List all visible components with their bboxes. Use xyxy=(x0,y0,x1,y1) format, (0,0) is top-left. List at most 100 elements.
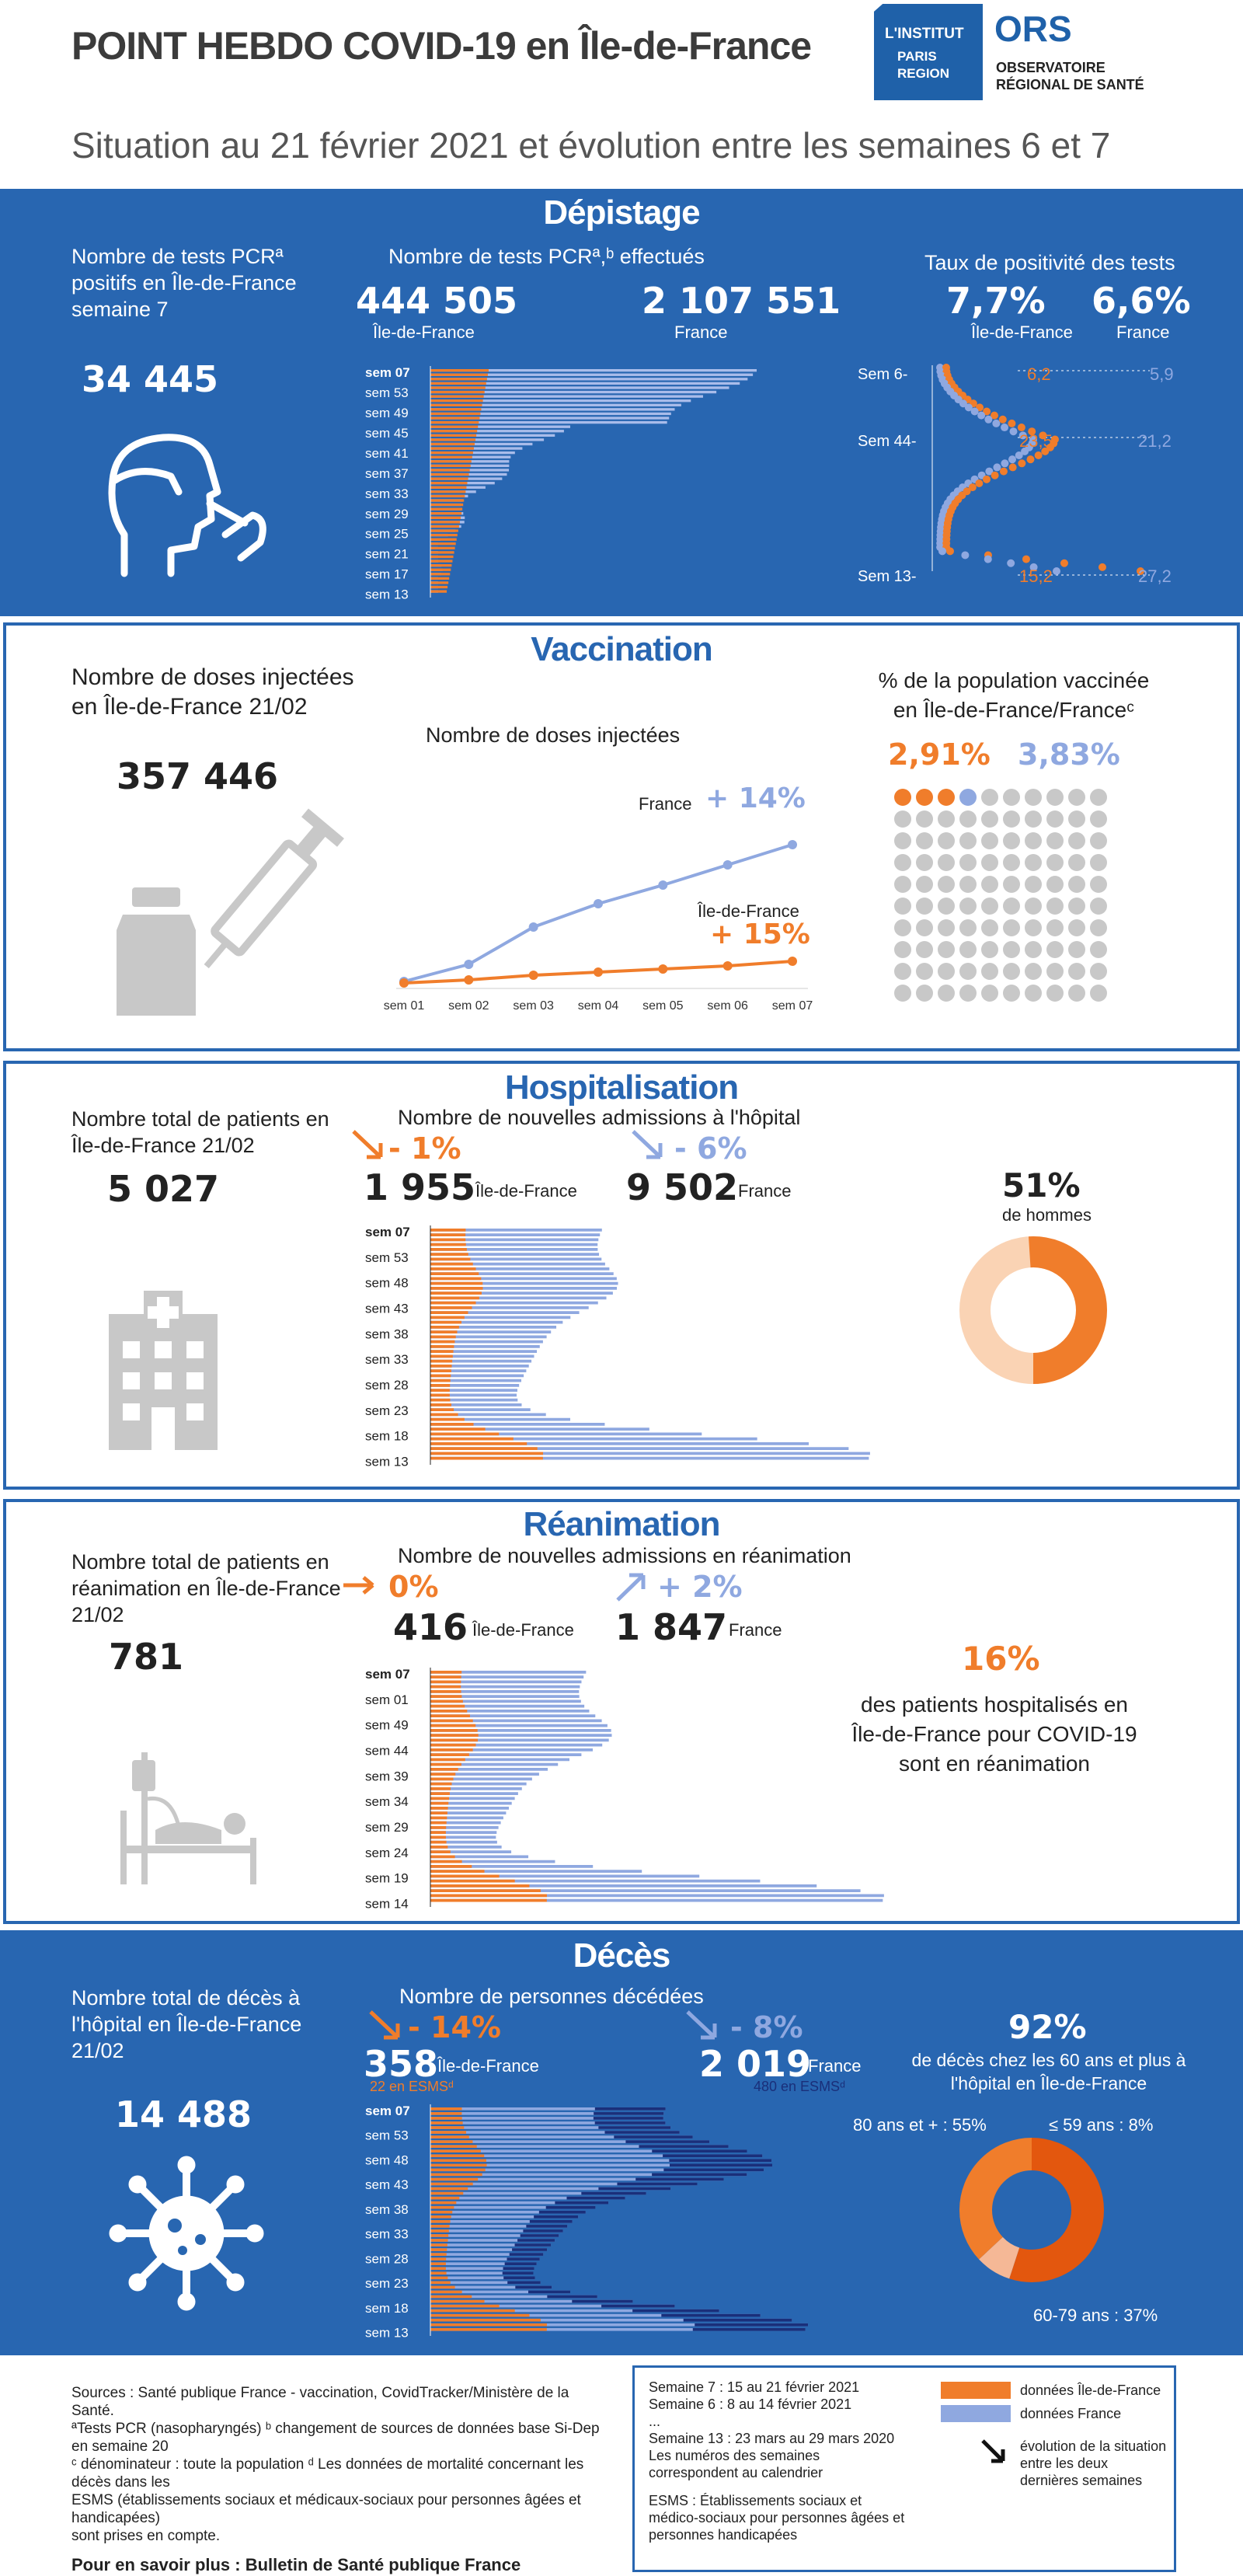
esms-bar xyxy=(547,2295,597,2299)
idf-bar xyxy=(430,1898,547,1902)
france-bar xyxy=(430,2196,625,2200)
idf-bar xyxy=(430,1762,461,1766)
esms-bar xyxy=(652,2173,747,2177)
idf-bar xyxy=(430,1675,461,1678)
esms-bar xyxy=(614,2135,693,2139)
france-bar xyxy=(430,2262,537,2265)
idf-bar xyxy=(430,529,458,532)
idf-point xyxy=(1039,431,1047,440)
week-label: sem 39 xyxy=(365,1769,409,1783)
esms-bar xyxy=(617,2182,698,2186)
population-dot xyxy=(1025,832,1042,849)
esms-bar xyxy=(593,2117,663,2120)
idf-point xyxy=(983,407,991,416)
france-bar xyxy=(430,1272,614,1275)
idf-bar xyxy=(430,2323,547,2327)
vaccinated-idf-pct: 2,91% xyxy=(888,737,991,772)
france-bar xyxy=(430,1345,540,1348)
france-point xyxy=(964,403,973,412)
france-bar xyxy=(430,2281,541,2285)
france-bar xyxy=(430,442,533,446)
pos-row-label: Sem 6- xyxy=(858,366,908,383)
syringe-vial-icon xyxy=(117,808,344,1016)
population-dot xyxy=(894,876,911,893)
idf-bar xyxy=(430,2309,515,2313)
idf-point xyxy=(1034,451,1043,460)
population-dot xyxy=(981,898,998,915)
idf-bar xyxy=(430,2295,472,2299)
population-dot xyxy=(959,941,977,958)
france-point xyxy=(984,415,993,424)
idf-bar xyxy=(430,1272,479,1275)
section-title: Dépistage xyxy=(543,193,700,232)
idf-bar xyxy=(430,2262,446,2265)
hosp-chart-title: Nombre de nouvelles admissions à l'hôpit… xyxy=(398,1106,801,1129)
esms-bar xyxy=(661,2313,761,2317)
deces-total-value: 14 488 xyxy=(115,2093,252,2135)
positivity-title: Taux de positivité des tests xyxy=(924,251,1175,274)
population-dot xyxy=(1090,941,1107,958)
idf-bar xyxy=(430,2248,447,2251)
section-depistage: Dépistage Nombre de tests PCRª positifs … xyxy=(0,189,1243,616)
population-dot xyxy=(1046,832,1064,849)
doses-fr-change: + 14% xyxy=(705,783,806,814)
population-dot xyxy=(959,789,977,806)
france-point xyxy=(961,551,970,559)
france-point xyxy=(985,467,994,476)
idf-bar xyxy=(430,1874,500,1878)
france-bar xyxy=(430,1821,501,1825)
deces-pct-label: de décès chez les 60 ans et plus à l'hôp… xyxy=(911,2050,1186,2093)
idf-bar xyxy=(430,1879,515,1883)
france-bar xyxy=(430,1777,532,1781)
esms-bar xyxy=(632,2309,719,2313)
esms-bar xyxy=(663,2168,764,2172)
population-dot xyxy=(916,854,933,871)
week-label: sem 24 xyxy=(365,1846,409,1860)
week-label: sem 29 xyxy=(365,1820,409,1835)
idf-bar xyxy=(430,1277,482,1281)
idf-bar xyxy=(430,1427,486,1431)
population-dot xyxy=(1003,832,1020,849)
week-label: sem 49 xyxy=(365,406,409,420)
france-bar xyxy=(430,1354,534,1358)
esms-bar xyxy=(598,2126,671,2129)
legend-text: ESMS : Établissements sociaux et médico-… xyxy=(649,2493,905,2543)
idf-bar xyxy=(430,573,451,576)
esms-bar xyxy=(517,2239,555,2242)
week-label: sem 34 xyxy=(365,1794,409,1809)
idf-bar xyxy=(430,1417,465,1421)
logo-text: RÉGIONAL DE SANTÉ xyxy=(996,77,1144,92)
france-bar xyxy=(430,2187,671,2191)
idf-bar xyxy=(430,1379,451,1382)
france-bar xyxy=(430,1389,517,1392)
population-dot xyxy=(894,941,911,958)
idf-bar xyxy=(430,1248,467,1251)
france-bar xyxy=(430,386,729,389)
idf-bar xyxy=(430,590,447,593)
france-point xyxy=(993,463,1001,472)
idf-bar xyxy=(430,2121,463,2125)
idf-bar xyxy=(430,2149,481,2152)
france-bar xyxy=(430,1267,610,1271)
doses-chart-title: Nombre de doses injectées xyxy=(426,723,681,747)
pos-idf-value: 15,2 xyxy=(1019,566,1053,586)
france-bar xyxy=(430,1379,522,1382)
population-dot xyxy=(1090,898,1107,915)
france-bar xyxy=(430,1840,497,1844)
week-label: sem 18 xyxy=(365,2301,409,2316)
population-dot xyxy=(1046,876,1064,893)
idf-bar xyxy=(430,538,457,541)
idf-bar xyxy=(430,512,462,515)
idf-bar xyxy=(430,2205,454,2209)
idf-bar xyxy=(430,1865,472,1868)
population-dot xyxy=(981,810,998,828)
more-info-link[interactable]: Pour en savoir plus : Bulletin de Santé … xyxy=(71,2555,521,2574)
idf-bar xyxy=(430,390,485,394)
idf-bar xyxy=(430,1782,452,1786)
deces-total-label: Nombre total de décès à l'hôpital en Île… xyxy=(71,1986,302,2062)
hosp-fr-change: - 6% xyxy=(674,1131,747,1166)
legend-evolution: évolution de la situation entre les deux… xyxy=(1020,2438,1167,2488)
section-reanimation: Réanimation Nombre total de patients en … xyxy=(0,1496,1243,1927)
france-bar xyxy=(430,1384,520,1387)
population-dot xyxy=(938,941,955,958)
